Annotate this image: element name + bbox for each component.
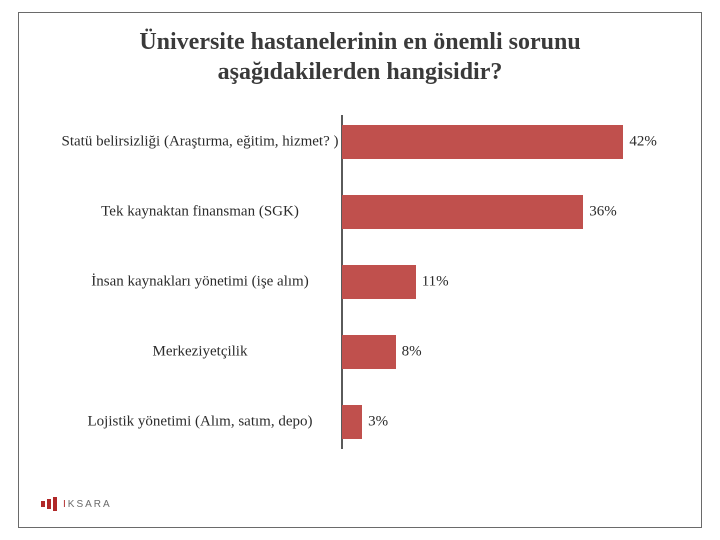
logo-bar-icon	[41, 501, 45, 507]
value-label: 42%	[629, 134, 657, 151]
chart-row: İnsan kaynakları yönetimi (işe alım) 11%	[57, 265, 677, 299]
value-label: 8%	[402, 344, 422, 361]
bar	[342, 125, 623, 159]
category-label: Merkeziyetçilik	[61, 343, 339, 360]
chart-row: Statü belirsizliği (Araştırma, eğitim, h…	[57, 125, 677, 159]
bar-chart: Statü belirsizliği (Araştırma, eğitim, h…	[57, 125, 677, 485]
value-label: 36%	[589, 204, 617, 221]
value-label: 11%	[422, 274, 449, 291]
value-label: 3%	[368, 414, 388, 431]
bar	[342, 335, 396, 369]
brand-logo: IKSARA	[41, 497, 112, 511]
category-label: İnsan kaynakları yönetimi (işe alım)	[61, 273, 339, 290]
category-label: Statü belirsizliği (Araştırma, eğitim, h…	[61, 133, 339, 150]
chart-row: Lojistik yönetimi (Alım, satım, depo) 3%	[57, 405, 677, 439]
chart-title: Üniversite hastanelerinin en önemli soru…	[19, 13, 701, 87]
logo-bar-icon	[53, 497, 57, 511]
bar	[342, 195, 583, 229]
bar	[342, 405, 362, 439]
category-label: Lojistik yönetimi (Alım, satım, depo)	[61, 413, 339, 430]
chart-row: Merkeziyetçilik 8%	[57, 335, 677, 369]
chart-row: Tek kaynaktan finansman (SGK) 36%	[57, 195, 677, 229]
category-label: Tek kaynaktan finansman (SGK)	[61, 203, 339, 220]
logo-bar-icon	[47, 499, 51, 509]
logo-text: IKSARA	[63, 499, 112, 510]
slide-frame: Üniversite hastanelerinin en önemli soru…	[18, 12, 702, 528]
bar	[342, 265, 416, 299]
